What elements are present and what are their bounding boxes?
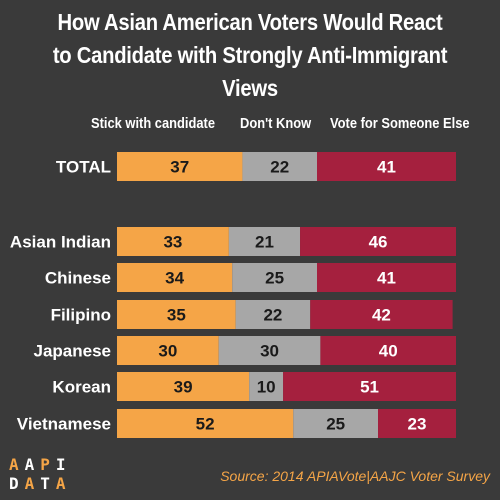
logo-line-2: DATA: [9, 474, 72, 493]
data-label-korean-vote-for-someone-else: 51: [360, 378, 379, 397]
bar-filipino-don-t-know: [235, 300, 311, 329]
data-label-vietnamese-stick-with-candidate: 52: [196, 415, 215, 434]
bar-total-stick-with-candidate: [117, 152, 243, 181]
legend-dont-know: Don't Know: [240, 115, 312, 132]
bar-vietnamese-vote-for-someone-else: [378, 409, 456, 438]
data-label-asian-indian-don-t-know: 21: [255, 233, 274, 252]
category-label-total: TOTAL: [56, 158, 111, 177]
bar-vietnamese-stick-with-candidate: [117, 409, 294, 438]
logo-letter: D: [9, 474, 25, 493]
bar-asian-indian-stick-with-candidate: [117, 227, 229, 256]
data-label-japanese-vote-for-someone-else: 40: [379, 342, 398, 361]
chart-title: How Asian American Voters Would React to…: [30, 6, 470, 105]
bar-korean-stick-with-candidate: [117, 372, 250, 401]
legend-vote-for-someone-else: Vote for Someone Else: [330, 115, 470, 132]
data-label-vietnamese-don-t-know: 25: [326, 415, 345, 434]
data-label-vietnamese-vote-for-someone-else: 23: [408, 415, 427, 434]
bar-japanese-vote-for-someone-else: [320, 336, 456, 365]
data-label-asian-indian-vote-for-someone-else: 46: [369, 233, 388, 252]
data-label-total-don-t-know: 22: [270, 158, 289, 177]
legend-stick-with-candidate: Stick with candidate: [91, 115, 216, 132]
logo-letter: A: [9, 455, 25, 474]
category-label-chinese: Chinese: [45, 269, 111, 288]
data-label-japanese-don-t-know: 30: [260, 342, 279, 361]
data-label-korean-stick-with-candidate: 39: [174, 378, 193, 397]
bar-chinese-stick-with-candidate: [117, 263, 233, 292]
aapi-data-logo: AAPI DATA: [9, 455, 72, 493]
data-label-chinese-don-t-know: 25: [265, 269, 284, 288]
logo-letter: P: [40, 455, 56, 474]
data-label-filipino-don-t-know: 22: [263, 306, 282, 325]
logo-letter: I: [55, 455, 72, 474]
data-label-filipino-vote-for-someone-else: 42: [372, 306, 391, 325]
bar-total-don-t-know: [242, 152, 318, 181]
data-label-total-stick-with-candidate: 37: [170, 158, 189, 177]
bar-total-vote-for-someone-else: [317, 152, 456, 181]
data-label-japanese-stick-with-candidate: 30: [158, 342, 177, 361]
data-label-asian-indian-stick-with-candidate: 33: [163, 233, 182, 252]
logo-line-1: AAPI: [9, 455, 72, 474]
category-label-asian-indian: Asian Indian: [10, 233, 111, 252]
source-note: Source: 2014 APIAVote|AAJC Voter Survey: [220, 468, 490, 484]
bar-chinese-vote-for-someone-else: [317, 263, 456, 292]
category-label-japanese: Japanese: [34, 342, 112, 361]
data-label-total-vote-for-someone-else: 41: [377, 158, 396, 177]
bar-filipino-stick-with-candidate: [117, 300, 236, 329]
bar-chinese-don-t-know: [232, 263, 318, 292]
logo-letter: T: [40, 474, 56, 493]
bar-korean-don-t-know: [249, 372, 284, 401]
bar-asian-indian-don-t-know: [228, 227, 301, 256]
category-label-korean: Korean: [52, 378, 111, 397]
data-label-chinese-vote-for-someone-else: 41: [377, 269, 396, 288]
bar-asian-indian-vote-for-someone-else: [300, 227, 456, 256]
bar-vietnamese-don-t-know: [293, 409, 379, 438]
category-label-filipino: Filipino: [51, 306, 111, 325]
chart-title-line-1: How Asian American Voters Would React: [57, 9, 443, 35]
data-label-filipino-stick-with-candidate: 35: [167, 306, 186, 325]
bar-korean-vote-for-someone-else: [283, 372, 456, 401]
category-label-vietnamese: Vietnamese: [17, 415, 111, 434]
logo-letter: A: [55, 474, 72, 493]
bar-japanese-don-t-know: [218, 336, 321, 365]
chart-title-line-2: to Candidate with Strongly Anti-Immigran…: [52, 42, 448, 101]
data-label-chinese-stick-with-candidate: 34: [165, 269, 184, 288]
bar-japanese-stick-with-candidate: [117, 336, 219, 365]
logo-letter: A: [24, 474, 41, 493]
logo-letter: A: [24, 455, 41, 474]
data-label-korean-don-t-know: 10: [257, 378, 276, 397]
bar-filipino-vote-for-someone-else: [310, 300, 453, 329]
